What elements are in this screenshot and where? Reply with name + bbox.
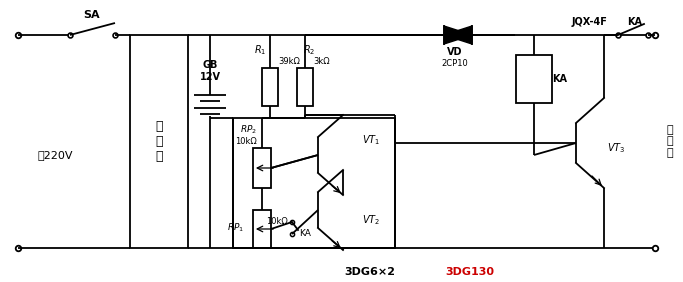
Text: $RP_2$: $RP_2$ — [240, 124, 257, 136]
Text: ～220V: ～220V — [38, 150, 73, 160]
Text: $R_1$: $R_1$ — [253, 43, 266, 57]
Text: $VT_1$: $VT_1$ — [362, 133, 380, 147]
Text: 10kΩ: 10kΩ — [266, 217, 288, 226]
Polygon shape — [444, 26, 472, 44]
Text: 10kΩ: 10kΩ — [235, 136, 257, 146]
Text: VD: VD — [447, 47, 463, 57]
Bar — [130, 35, 188, 248]
Text: SA: SA — [84, 10, 100, 20]
Text: JQX-4F: JQX-4F — [572, 17, 608, 27]
Text: 接
负
载: 接 负 载 — [667, 125, 673, 158]
Text: $VT_2$: $VT_2$ — [362, 213, 380, 227]
Text: 3DG6×2: 3DG6×2 — [344, 267, 395, 277]
Text: $R_2$: $R_2$ — [303, 43, 316, 57]
Text: 3kΩ: 3kΩ — [313, 58, 330, 67]
Text: $RP_1$: $RP_1$ — [227, 222, 244, 234]
Text: GB: GB — [202, 60, 218, 70]
Text: 充
电
机: 充 电 机 — [155, 120, 163, 163]
Text: $VT_3$: $VT_3$ — [607, 141, 625, 155]
Bar — [233, 118, 395, 248]
Bar — [253, 210, 271, 248]
Text: 2CP10: 2CP10 — [442, 58, 469, 67]
Bar — [253, 148, 271, 188]
Bar — [297, 68, 313, 106]
Bar — [516, 55, 552, 103]
Text: KA: KA — [299, 228, 311, 237]
Text: 3DG130: 3DG130 — [445, 267, 494, 277]
Text: KA: KA — [553, 74, 568, 84]
Text: KA: KA — [628, 17, 643, 27]
Bar — [262, 68, 278, 106]
Polygon shape — [444, 26, 472, 44]
Text: 39kΩ: 39kΩ — [278, 58, 300, 67]
Text: 12V: 12V — [199, 72, 221, 82]
